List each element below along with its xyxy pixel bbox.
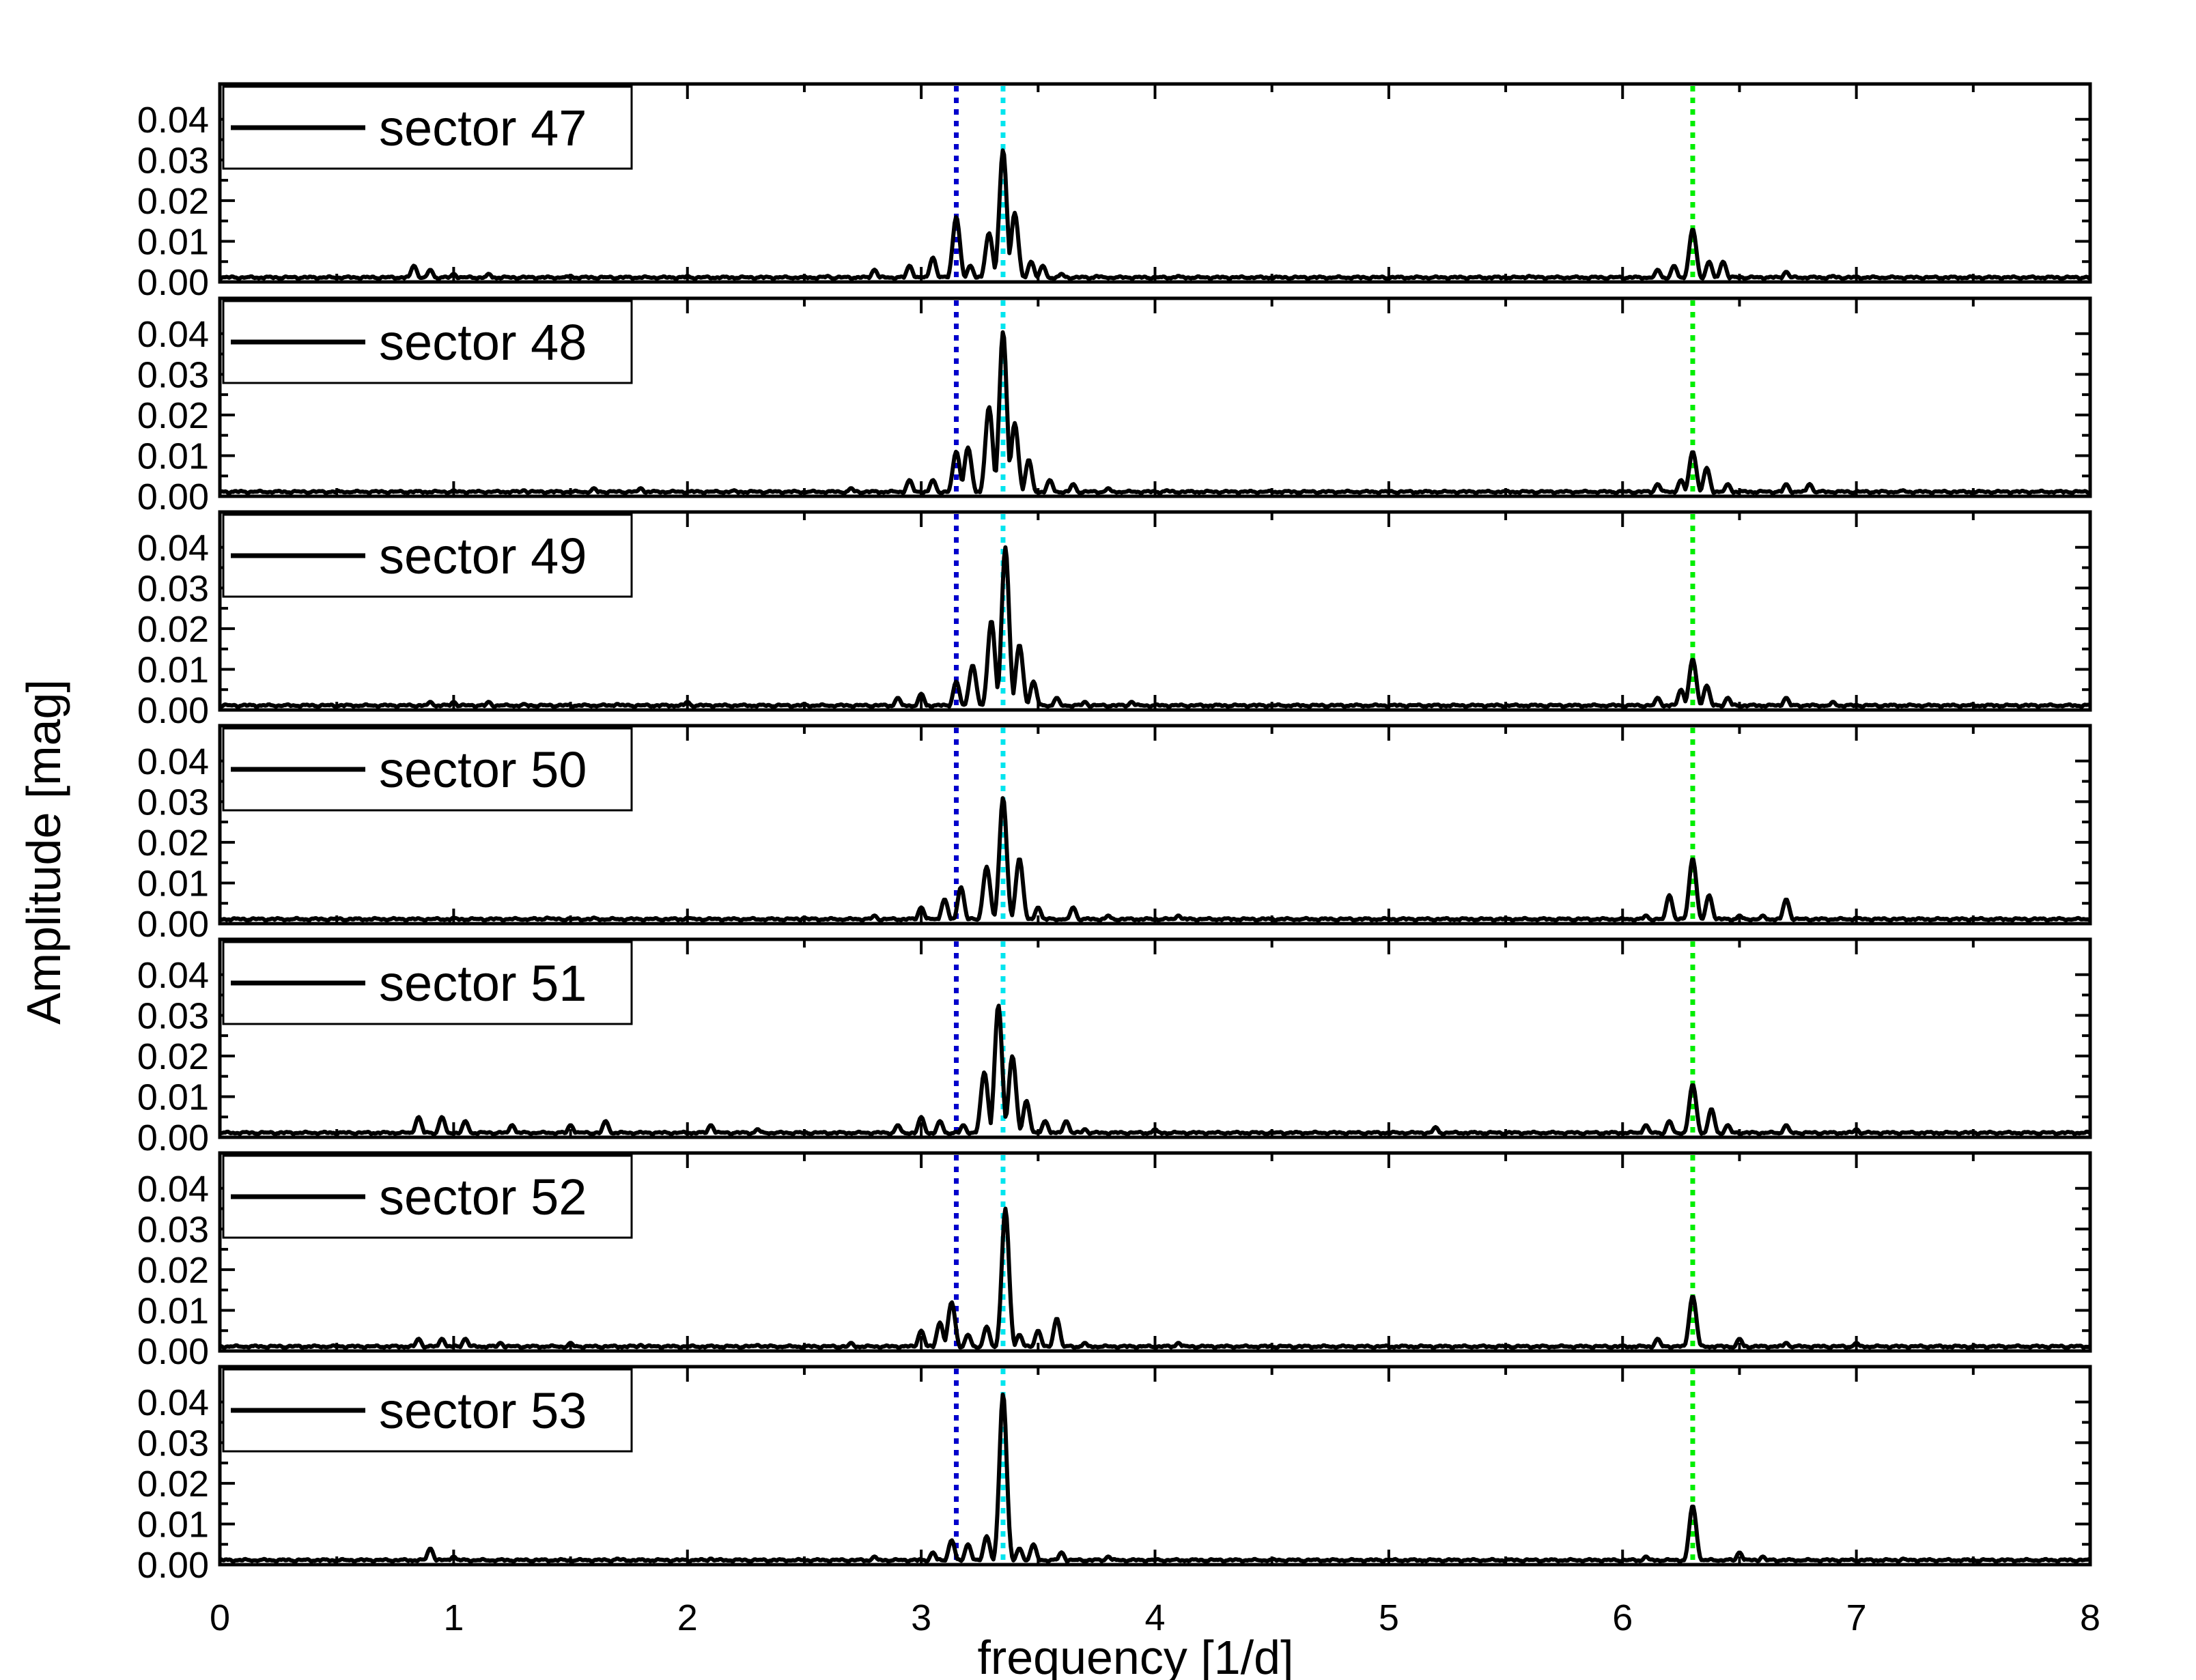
y-tick-label: 0.04 bbox=[137, 955, 209, 996]
y-tick-label: 0.04 bbox=[137, 528, 209, 569]
y-tick-label: 0.03 bbox=[137, 354, 209, 395]
series-line bbox=[219, 1003, 2091, 1137]
x-tick-label: 5 bbox=[1379, 1597, 1399, 1638]
panels-group: 0.000.010.020.030.04 sector 470.000.010.0… bbox=[137, 82, 2092, 1586]
x-tick-label: 0 bbox=[210, 1597, 230, 1638]
series-line bbox=[218, 148, 2092, 281]
legend: sector 49 bbox=[222, 513, 633, 598]
y-tick-label: 0.03 bbox=[137, 782, 209, 823]
y-tick-label: 0.03 bbox=[137, 1423, 209, 1464]
y-tick-label: 0.03 bbox=[137, 140, 209, 181]
legend-label: sector 49 bbox=[379, 528, 587, 584]
legend-label: sector 51 bbox=[379, 955, 587, 1012]
x-tick-label: 7 bbox=[1846, 1597, 1867, 1638]
legend-label: sector 50 bbox=[379, 741, 587, 798]
legend: sector 48 bbox=[222, 300, 633, 384]
x-tick-label: 4 bbox=[1144, 1597, 1165, 1638]
series-line bbox=[219, 545, 2092, 710]
y-tick-label: 0.00 bbox=[137, 262, 209, 303]
y-tick-label: 0.04 bbox=[137, 1382, 209, 1423]
y-tick-label: 0.01 bbox=[137, 1504, 209, 1545]
y-tick-label: 0.01 bbox=[137, 649, 209, 690]
legend: sector 50 bbox=[222, 727, 633, 812]
y-tick-label: 0.04 bbox=[137, 100, 209, 141]
y-tick-label: 0.02 bbox=[137, 1036, 209, 1077]
x-tick-label: 2 bbox=[677, 1597, 698, 1638]
y-tick-label: 0.01 bbox=[137, 221, 209, 262]
x-tick-label: 8 bbox=[2080, 1597, 2100, 1638]
panel-sector-49: 0.000.010.020.030.04 sector 49 bbox=[137, 510, 2092, 731]
y-tick-label: 0.04 bbox=[137, 1169, 209, 1210]
x-tick-label: 6 bbox=[1612, 1597, 1633, 1638]
y-tick-label: 0.00 bbox=[137, 904, 209, 945]
y-tick-label: 0.03 bbox=[137, 568, 209, 609]
panel-sector-51: 0.000.010.020.030.04 sector 51 bbox=[137, 937, 2092, 1158]
x-tick-label: 1 bbox=[443, 1597, 464, 1638]
x-axis: 0 1 2 3 4 5 6 7 8 bbox=[210, 1597, 2100, 1638]
legend: sector 53 bbox=[222, 1368, 633, 1453]
panel-sector-52: 0.000.010.020.030.04 sector 52 bbox=[137, 1151, 2092, 1372]
x-tick-label: 3 bbox=[911, 1597, 931, 1638]
legend-label: sector 48 bbox=[379, 314, 587, 371]
y-tick-label: 0.04 bbox=[137, 314, 209, 355]
y-tick-label: 0.03 bbox=[137, 1209, 209, 1250]
y-tick-label: 0.00 bbox=[137, 1331, 209, 1372]
series-line bbox=[219, 330, 2091, 496]
y-tick-label: 0.04 bbox=[137, 741, 209, 782]
y-tick-label: 0.01 bbox=[137, 1290, 209, 1331]
y-tick-label: 0.02 bbox=[137, 1464, 209, 1505]
series-line bbox=[219, 1206, 2092, 1351]
legend: sector 52 bbox=[222, 1154, 633, 1239]
y-tick-label: 0.03 bbox=[137, 995, 209, 1036]
panel-sector-50: 0.000.010.020.030.04 sector 50 bbox=[137, 724, 2092, 945]
series-line bbox=[219, 1392, 2091, 1565]
legend: sector 51 bbox=[222, 941, 633, 1025]
legend: sector 47 bbox=[222, 85, 633, 170]
legend-label: sector 53 bbox=[379, 1382, 587, 1439]
panel-sector-53: 0.000.010.020.030.04 sector 53 bbox=[137, 1365, 2092, 1586]
y-tick-label: 0.02 bbox=[137, 823, 209, 864]
y-tick-label: 0.00 bbox=[137, 476, 209, 517]
legend-label: sector 47 bbox=[379, 100, 587, 156]
y-tick-label: 0.02 bbox=[137, 395, 209, 436]
y-axis-title: Amplitude [mag] bbox=[17, 679, 70, 1025]
y-tick-label: 0.00 bbox=[137, 690, 209, 731]
y-tick-label: 0.01 bbox=[137, 436, 209, 476]
y-tick-label: 0.00 bbox=[137, 1545, 209, 1586]
series-line bbox=[219, 796, 2092, 924]
x-axis-title: frequency [1/d] bbox=[977, 1631, 1293, 1680]
panel-sector-48: 0.000.010.020.030.04 sector 48 bbox=[137, 296, 2092, 517]
y-tick-label: 0.02 bbox=[137, 181, 209, 222]
y-tick-label: 0.01 bbox=[137, 863, 209, 904]
y-tick-label: 0.02 bbox=[137, 609, 209, 650]
y-tick-label: 0.02 bbox=[137, 1250, 209, 1291]
y-tick-label: 0.00 bbox=[137, 1117, 209, 1158]
panel-sector-47: 0.000.010.020.030.04 sector 47 bbox=[137, 82, 2092, 303]
y-tick-label: 0.01 bbox=[137, 1077, 209, 1117]
legend-label: sector 52 bbox=[379, 1169, 587, 1225]
